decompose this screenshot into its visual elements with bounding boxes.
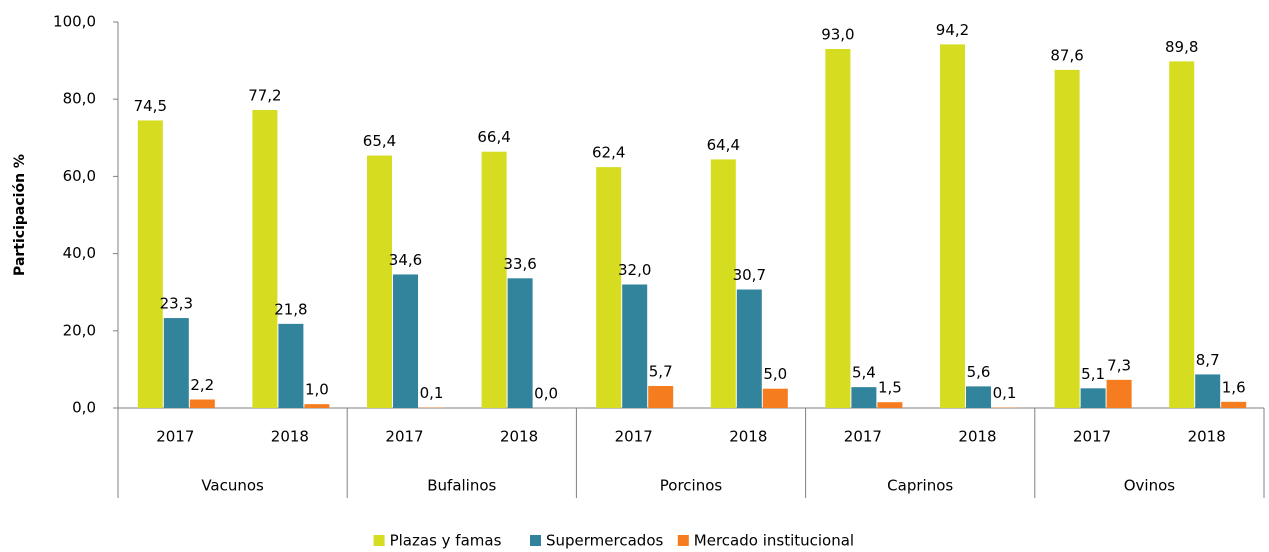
bar xyxy=(1054,69,1080,408)
value-label: 66,4 xyxy=(477,128,510,146)
bar xyxy=(163,318,189,408)
bar xyxy=(1080,388,1106,408)
x-tick-label: 2018 xyxy=(271,428,309,446)
value-label: 5,0 xyxy=(763,365,787,383)
x-tick-label: 2018 xyxy=(500,428,538,446)
bar xyxy=(278,323,304,408)
value-label: 1,5 xyxy=(878,379,902,397)
legend-label: Supermercados xyxy=(546,532,663,550)
bar xyxy=(762,388,788,408)
value-label: 8,7 xyxy=(1196,351,1220,369)
x-tick-label: 2017 xyxy=(385,428,423,446)
bar xyxy=(596,167,622,408)
value-label: 5,4 xyxy=(852,364,876,382)
value-label: 32,0 xyxy=(618,261,651,279)
group-label: Bufalinos xyxy=(427,477,496,495)
value-label: 1,6 xyxy=(1222,378,1246,396)
bar xyxy=(507,278,533,408)
y-tick-label: 20,0 xyxy=(63,321,96,339)
bar xyxy=(736,289,762,408)
group-label: Vacunos xyxy=(201,477,264,495)
value-label: 7,3 xyxy=(1107,356,1131,374)
bar xyxy=(137,120,163,409)
bar xyxy=(393,274,418,408)
y-tick-label: 100,0 xyxy=(53,13,96,31)
value-label: 5,6 xyxy=(967,363,991,381)
value-label: 34,6 xyxy=(389,251,422,269)
value-label: 1,0 xyxy=(305,381,329,399)
value-label: 30,7 xyxy=(733,266,766,284)
value-label: 65,4 xyxy=(363,132,396,150)
x-tick-label: 2017 xyxy=(844,428,882,446)
y-axis-label: Participación % xyxy=(12,154,28,276)
bar xyxy=(1106,379,1132,408)
legend-swatch xyxy=(530,535,541,546)
bar xyxy=(304,404,330,408)
y-tick-label: 80,0 xyxy=(63,90,96,108)
value-label: 2,2 xyxy=(190,376,214,394)
x-tick-label: 2018 xyxy=(729,428,767,446)
bar xyxy=(622,284,648,408)
value-label: 21,8 xyxy=(274,300,307,318)
legend-label: Plazas y famas xyxy=(390,532,502,550)
x-tick-label: 2018 xyxy=(1188,428,1226,446)
x-tick-label: 2017 xyxy=(1073,428,1111,446)
bar xyxy=(367,155,392,408)
bar xyxy=(189,399,215,408)
group-label: Ovinos xyxy=(1124,477,1176,495)
bar xyxy=(825,49,851,409)
y-tick-label: 60,0 xyxy=(63,167,96,185)
value-label: 77,2 xyxy=(248,87,281,105)
value-label: 23,3 xyxy=(160,295,193,313)
bar xyxy=(851,387,877,408)
bar xyxy=(966,386,991,408)
y-tick-label: 0,0 xyxy=(72,399,96,417)
bar xyxy=(1195,374,1221,408)
value-label: 0,1 xyxy=(420,384,444,402)
x-tick-label: 2017 xyxy=(615,428,653,446)
legend-swatch xyxy=(677,535,689,546)
x-tick-label: 2018 xyxy=(958,428,996,446)
value-label: 33,6 xyxy=(503,255,536,273)
bar xyxy=(940,44,965,408)
value-label: 5,7 xyxy=(649,362,673,380)
bar xyxy=(877,402,903,408)
bar xyxy=(710,159,736,408)
y-tick-label: 40,0 xyxy=(63,244,96,262)
bar xyxy=(252,110,278,409)
value-label: 64,4 xyxy=(707,136,740,154)
bar xyxy=(481,151,507,409)
value-label: 74,5 xyxy=(134,97,167,115)
value-label: 5,1 xyxy=(1081,365,1105,383)
value-label: 0,1 xyxy=(993,384,1017,402)
bar xyxy=(648,385,674,408)
legend-swatch xyxy=(373,535,385,546)
value-label: 93,0 xyxy=(821,26,854,44)
legend-label: Mercado institucional xyxy=(694,532,854,550)
value-label: 89,8 xyxy=(1165,38,1198,56)
bar xyxy=(1221,401,1247,408)
value-label: 94,2 xyxy=(936,21,969,39)
value-label: 62,4 xyxy=(592,144,625,162)
group-label: Caprinos xyxy=(887,477,953,495)
bar xyxy=(1169,61,1195,408)
value-label: 0,0 xyxy=(534,385,558,403)
value-label: 87,6 xyxy=(1050,46,1083,64)
x-tick-label: 2017 xyxy=(156,428,194,446)
group-label: Porcinos xyxy=(660,477,723,495)
